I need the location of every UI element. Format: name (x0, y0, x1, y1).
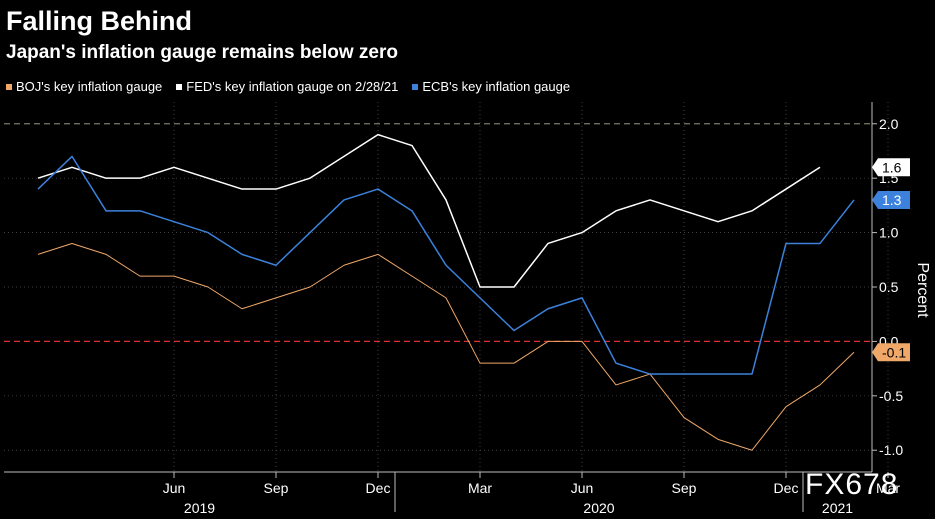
legend-item: ECB's key inflation gauge (412, 79, 570, 94)
chart-subtitle: Japan's inflation gauge remains below ze… (6, 42, 398, 63)
legend-label: ECB's key inflation gauge (422, 79, 571, 94)
x-tick-label: Mar (468, 480, 492, 496)
end-value-text: -0.1 (882, 344, 906, 360)
chart-legend: BOJ's key inflation gauge FED's key infla… (6, 79, 570, 94)
year-label: 2020 (583, 500, 614, 516)
end-value-text: 1.3 (882, 192, 902, 208)
legend-label: FED's key inflation gauge on 2/28/21 (186, 79, 399, 94)
x-tick-label: Jun (163, 480, 186, 496)
chart-title: Falling Behind (6, 6, 192, 36)
y-tick-label: 0.5 (879, 279, 899, 295)
y-tick-label: -1.0 (879, 442, 903, 458)
x-tick-label: Sep (672, 480, 697, 496)
x-tick-label: Mar (876, 480, 900, 496)
end-value-text: 1.6 (882, 159, 902, 175)
x-tick-label: Sep (264, 480, 289, 496)
end-value-label-2: 1.3 (872, 190, 910, 209)
y-tick-label: 1.0 (879, 225, 899, 241)
end-value-label-0: -0.1 (872, 343, 910, 362)
legend-swatch (6, 83, 12, 90)
legend-swatch (176, 83, 183, 90)
end-value-label-1: 1.6 (872, 158, 910, 177)
y-axis-label: Percent (914, 262, 931, 318)
year-label: 2021 (822, 500, 853, 516)
y-tick-label: -0.5 (879, 388, 903, 404)
x-tick-label: Dec (366, 480, 391, 496)
end-value-badge (872, 343, 910, 362)
x-tick-label: Dec (774, 480, 799, 496)
legend-item: BOJ's key inflation gauge (6, 79, 162, 94)
legend-label: BOJ's key inflation gauge (16, 79, 163, 94)
end-value-badge (872, 158, 910, 177)
y-tick-label: 2.0 (879, 116, 899, 132)
x-tick-label: Jun (571, 480, 594, 496)
end-value-badge (872, 190, 910, 209)
series-line-1 (37, 133, 821, 288)
year-label: 2019 (184, 500, 215, 516)
series-line-0 (37, 242, 855, 451)
legend-swatch (412, 83, 419, 90)
watermark: FX678 (805, 468, 899, 501)
legend-item: FED's key inflation gauge on 2/28/21 (176, 79, 398, 94)
